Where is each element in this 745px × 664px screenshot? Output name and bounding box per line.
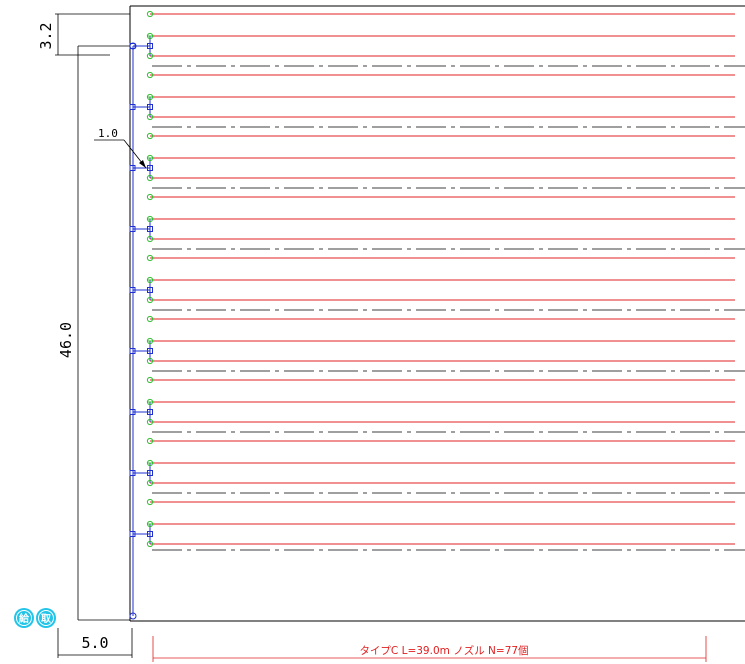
dimension-width-label: 5.0	[81, 634, 108, 652]
nozzle-mark	[146, 10, 154, 18]
dimension-height	[77, 46, 130, 621]
nozzle-mark	[146, 254, 154, 262]
length-caption: タイプC L=39.0m ノズル N=77個	[359, 644, 528, 657]
pitch-callout	[94, 139, 147, 169]
nozzle-mark	[146, 71, 154, 79]
header-fitting	[147, 348, 153, 354]
nozzle-mark	[146, 315, 154, 323]
header-fitting	[147, 470, 153, 476]
nozzle-mark	[146, 296, 154, 304]
nozzle-mark	[146, 418, 154, 426]
pitch-callout-label: 1.0	[98, 127, 118, 140]
dimension-top-offset-label: 3.2	[37, 22, 55, 49]
nozzle-mark	[146, 376, 154, 384]
nozzle-mark	[146, 113, 154, 121]
nozzle-mark	[146, 52, 154, 60]
frame	[129, 5, 745, 622]
header-fitting	[147, 226, 153, 232]
header-fitting	[147, 104, 153, 110]
center-lines	[152, 65, 745, 551]
header-fitting	[147, 165, 153, 171]
dimension-width	[57, 628, 133, 658]
nozzle-mark	[146, 437, 154, 445]
nozzle-mark	[146, 498, 154, 506]
nozzle-mark	[146, 357, 154, 365]
header-end-bottom	[129, 612, 137, 620]
badge-supply-label: 給	[19, 612, 30, 625]
header-fitting	[147, 409, 153, 415]
header-fitting	[147, 531, 153, 537]
badge-intake: 取	[36, 608, 56, 628]
pipe-lines	[150, 13, 735, 545]
nozzle-mark	[146, 174, 154, 182]
header-fitting	[147, 287, 153, 293]
nozzle-mark	[146, 540, 154, 548]
nozzle-mark	[146, 193, 154, 201]
length-dimension	[152, 636, 707, 662]
nozzle-mark	[146, 235, 154, 243]
header-fitting	[147, 43, 153, 49]
dimension-top-offset	[55, 13, 130, 56]
supply-header	[129, 36, 153, 620]
badge-intake-label: 取	[41, 613, 52, 625]
nozzle-mark	[146, 479, 154, 487]
badge-supply: 給	[14, 608, 34, 628]
nozzles	[146, 10, 154, 548]
dimension-height-label: 46.0	[57, 322, 75, 358]
nozzle-mark	[146, 132, 154, 140]
